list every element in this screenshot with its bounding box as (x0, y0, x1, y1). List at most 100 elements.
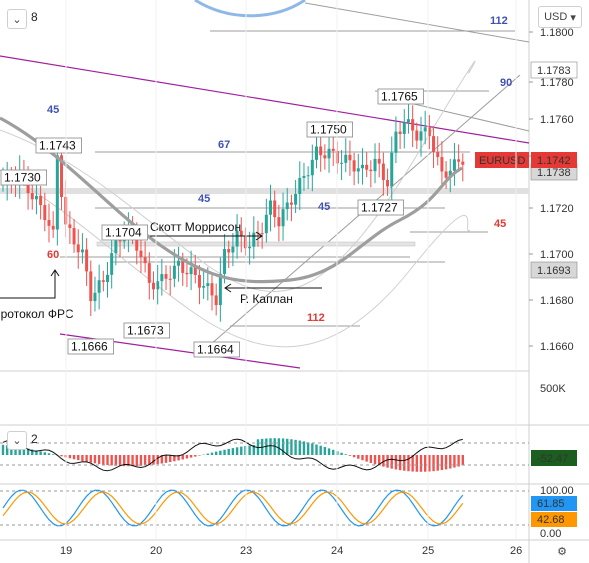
price-label-box (123, 322, 170, 339)
candle-body (72, 227, 76, 245)
fib-level-label: 45 (47, 104, 59, 116)
candle-body (227, 249, 231, 253)
stoch-axis-label: 0.00 (540, 528, 561, 540)
candle-body (298, 177, 302, 195)
candle-body (264, 214, 268, 234)
candle-body (344, 154, 348, 163)
candle-body (68, 224, 72, 228)
price-tick-label: 1.1720 (540, 203, 574, 215)
price-marker-box (530, 261, 578, 279)
price-label-box (101, 224, 148, 241)
candle-body (269, 200, 273, 215)
annotation-arrowhead (224, 283, 232, 293)
candle-body (373, 158, 377, 172)
stoch-axis-label: 100.00 (540, 485, 574, 497)
candle-body (319, 146, 323, 156)
candle-body (306, 175, 310, 177)
time-tick-label: 25 (422, 545, 434, 557)
candle-body (440, 157, 444, 172)
candle-body (289, 202, 293, 205)
collapse-chevron-icon[interactable]: ⌄ (7, 9, 27, 29)
indicator-count-osc: 2 (31, 432, 38, 446)
price-label-text: 1.1727 (361, 201, 398, 215)
price-label-text: 1.1765 (381, 90, 418, 104)
candle-body (85, 249, 89, 272)
last-price-box (531, 152, 577, 168)
candle-body (377, 158, 381, 164)
fib-level-label: 45 (494, 218, 506, 230)
candle-body (381, 163, 385, 181)
candle-body (411, 119, 415, 131)
candle-body (394, 131, 398, 153)
symbol-text: EURUSD (479, 155, 526, 167)
candle-body (457, 159, 461, 162)
annotation-arrowhead (50, 269, 60, 277)
fib-level-label: 90 (500, 77, 512, 89)
candle-body (185, 272, 189, 275)
candle-body (331, 148, 335, 151)
candle-body (243, 236, 247, 249)
candle-body (47, 220, 51, 226)
candle-body (181, 260, 185, 273)
candle-body (248, 246, 252, 249)
time-tick-label: 19 (60, 545, 72, 557)
indicator-count-top: 8 (31, 10, 38, 24)
macd-pane: -52.47 (0, 438, 577, 472)
macd-value-box (531, 450, 577, 466)
collapse-osc-chevron-icon[interactable]: ⌄ (7, 431, 27, 450)
candle-body (239, 230, 243, 237)
candle-body (348, 154, 352, 161)
annotation-text: Р. Каплан (240, 292, 293, 306)
candle-body (156, 281, 160, 290)
resistance-line (304, 2, 530, 43)
candle-body (406, 119, 410, 123)
candle-body (310, 159, 314, 176)
price-label-box (67, 338, 114, 355)
candles (1, 102, 465, 322)
price-marker-text: 1.1738 (537, 167, 571, 179)
candle-body (277, 217, 281, 227)
candle-body (60, 155, 64, 197)
annotation-arrow (0, 270, 56, 299)
candle-body (432, 136, 436, 152)
price-marker-text: 1.1783 (537, 65, 571, 77)
candle-body (423, 127, 427, 132)
candle-body (294, 194, 298, 205)
stoch-d-text: 42.68 (537, 514, 565, 526)
price-marker-text: 1.1693 (537, 265, 571, 277)
candle-body (427, 127, 431, 137)
candle-body (114, 240, 118, 254)
currency-button[interactable]: USD ▾ (538, 6, 582, 28)
candle-body (101, 280, 105, 282)
candle-body (89, 271, 93, 302)
currency-label: USD (544, 11, 568, 23)
candle-body (172, 265, 176, 279)
drawing-lines (0, 0, 530, 369)
stoch-k-text: 61.85 (537, 498, 565, 510)
candle-body (323, 155, 327, 159)
candle-body (139, 250, 143, 258)
candle-body (214, 295, 218, 306)
settings-gear-icon[interactable]: ⚙ (548, 541, 576, 561)
candle-body (43, 205, 47, 221)
candle-body (55, 155, 59, 230)
annotation-text: Скотт Моррисон (150, 220, 241, 234)
price-label-text: 1.1704 (105, 226, 142, 240)
stoch-d-box (531, 512, 577, 527)
price-tick-label: 1.1700 (540, 249, 574, 261)
candle-body (177, 260, 181, 266)
channel-upper-line (0, 55, 530, 144)
annotation-arrowhead (255, 231, 263, 241)
candle-body (197, 275, 201, 288)
candle-body (285, 202, 289, 210)
time-tick-label: 24 (331, 545, 343, 557)
candle-body (168, 278, 172, 280)
stochastic-pane: 100.00 0.00 61.85 42.68 (0, 485, 577, 540)
candle-body (189, 267, 193, 275)
price-tick-label: 1.1680 (540, 295, 574, 307)
candle-body (365, 164, 369, 170)
candle-body (164, 274, 168, 279)
price-label-box (306, 121, 353, 138)
candle-body (193, 267, 197, 276)
